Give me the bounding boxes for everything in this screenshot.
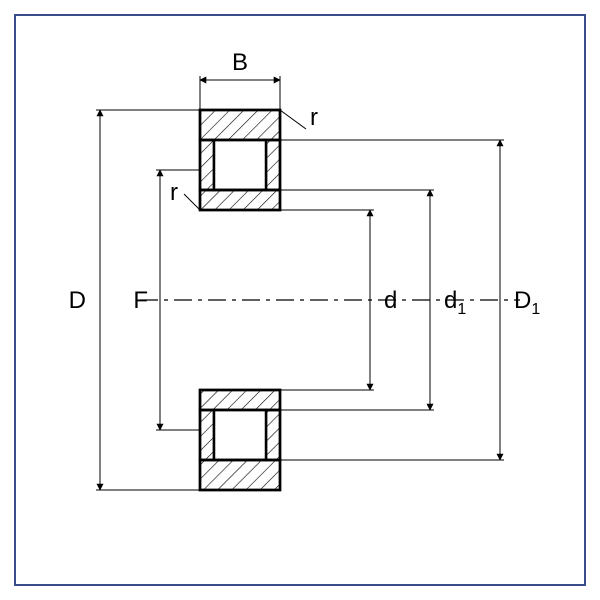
label-d: d	[384, 287, 397, 314]
bearing-diagram: B D Fd d1 D1 r r	[0, 0, 600, 600]
roller-top	[214, 140, 266, 190]
outer-ring-bot	[200, 460, 280, 490]
label-r-top: r	[310, 104, 318, 131]
inner-ring-top	[200, 190, 280, 210]
inner-ring-bot	[200, 390, 280, 410]
label-F: F	[133, 287, 148, 314]
label-B: B	[232, 49, 248, 76]
label-d1: d1	[444, 287, 466, 318]
outer-ring-top	[200, 110, 280, 140]
roller-bot	[214, 410, 266, 460]
label-D: D	[69, 287, 86, 314]
label-r-left: r	[170, 179, 178, 206]
label-D1: D1	[514, 287, 540, 318]
